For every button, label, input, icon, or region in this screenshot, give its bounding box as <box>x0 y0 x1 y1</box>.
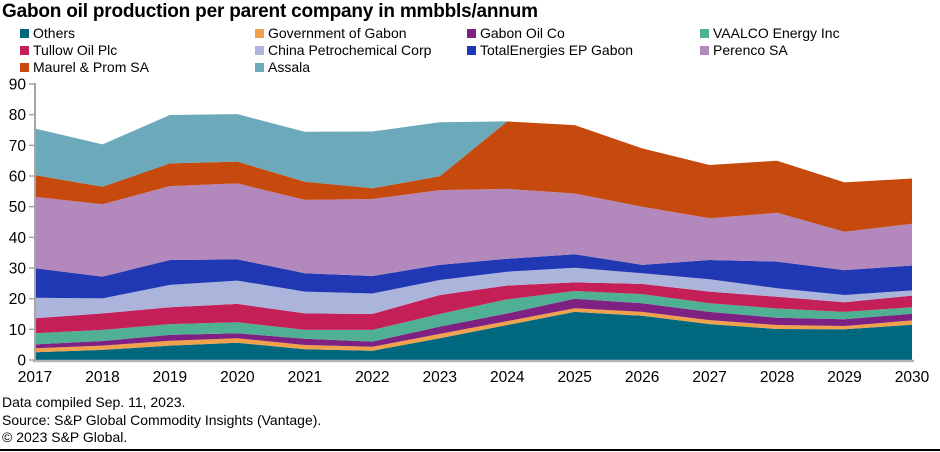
legend-swatch-vaalco-energy-inc <box>700 29 709 38</box>
legend-swatch-assala <box>255 63 264 72</box>
y-tick-label: 70 <box>9 138 27 155</box>
legend-label: TotalEnergies EP Gabon <box>480 42 634 58</box>
legend-swatch-totalenergies-ep-gabon <box>467 46 476 55</box>
area-series-others <box>35 311 912 360</box>
area-series-tullow-oil-plc <box>35 282 912 334</box>
legend-swatch-tullow-oil-plc <box>20 46 29 55</box>
area-series-china-petrochemical-corp <box>35 267 912 319</box>
chart-title: Gabon oil production per parent company … <box>2 1 538 22</box>
y-tick-label: 10 <box>9 322 27 339</box>
x-tick-label: 2020 <box>220 369 255 386</box>
legend-item-government-of-gabon: Government of Gabon <box>255 25 467 42</box>
legend-label: Gabon Oil Co <box>480 25 565 41</box>
x-tick-label: 2021 <box>288 369 322 386</box>
area-series-perenco-sa <box>35 183 912 277</box>
y-tick-label: 60 <box>9 169 27 186</box>
x-tick-label: 2025 <box>557 369 591 386</box>
area-series-assala <box>35 114 912 189</box>
legend-label: China Petrochemical Corp <box>268 42 432 58</box>
legend-item-perenco-sa: Perenco SA <box>700 42 936 59</box>
legend-label: Perenco SA <box>713 42 788 58</box>
x-tick-label: 2024 <box>490 369 525 386</box>
x-tick-label: 2026 <box>625 369 659 386</box>
x-tick-label: 2028 <box>760 369 794 386</box>
x-tick-label: 2029 <box>827 369 861 386</box>
y-tick-label: 50 <box>9 199 27 216</box>
legend-item-maurel-prom-sa: Maurel & Prom SA <box>20 59 255 76</box>
area-series-maurel-prom-sa <box>35 121 912 232</box>
legend-item-assala: Assala <box>255 59 467 76</box>
x-tick-label: 2023 <box>423 369 457 386</box>
x-tick-label: 2018 <box>85 369 119 386</box>
legend-swatch-perenco-sa <box>700 46 709 55</box>
legend-swatch-gabon-oil-co <box>467 29 476 38</box>
y-tick-label: 80 <box>9 107 27 124</box>
legend-swatch-china-petrochemical-corp <box>255 46 264 55</box>
legend-label: Assala <box>268 59 311 75</box>
footer-copyright-line: © 2023 S&P Global. <box>2 429 128 445</box>
y-tick-label: 40 <box>9 230 27 247</box>
footer-compiled-line: Data compiled Sep. 11, 2023. <box>2 394 186 410</box>
y-tick-label: 0 <box>17 353 26 370</box>
legend-label: Maurel & Prom SA <box>33 59 149 75</box>
legend-label: Government of Gabon <box>268 25 407 41</box>
x-tick-label: 2022 <box>355 369 389 386</box>
legend-swatch-government-of-gabon <box>255 29 264 38</box>
legend-label: Tullow Oil Plc <box>33 42 118 58</box>
legend-item-vaalco-energy-inc: VAALCO Energy Inc <box>700 25 936 42</box>
footer-source-line: Source: S&P Global Commodity Insights (V… <box>2 411 322 428</box>
bottom-divider-line <box>0 449 940 451</box>
legend-item-china-petrochemical-corp: China Petrochemical Corp <box>255 42 467 59</box>
legend-item-tullow-oil-plc: Tullow Oil Plc <box>20 42 255 59</box>
legend-item-others: Others <box>20 25 255 42</box>
legend-item-totalenergies-ep-gabon: TotalEnergies EP Gabon <box>467 42 700 59</box>
y-tick-label: 90 <box>9 77 27 94</box>
legend-swatch-maurel-prom-sa <box>20 63 29 72</box>
x-tick-label: 2017 <box>18 369 52 386</box>
area-series-totalenergies-ep-gabon <box>35 254 912 299</box>
x-tick-label: 2030 <box>895 369 930 386</box>
chart-legend: Others Government of Gabon Gabon Oil Co VAA… <box>20 25 936 76</box>
x-tick-label: 2019 <box>153 369 187 386</box>
area-series-vaalco-energy-inc <box>35 291 912 345</box>
area-series-gabon-oil-co <box>35 298 912 349</box>
chart-footer: Data compiled Sep. 11, 2023. Source: S&P… <box>2 394 321 447</box>
y-tick-label: 30 <box>9 261 27 278</box>
legend-label: Others <box>33 25 76 41</box>
legend-item-gabon-oil-co: Gabon Oil Co <box>467 25 700 42</box>
y-tick-label: 20 <box>9 291 27 308</box>
x-tick-label: 2027 <box>692 369 726 386</box>
area-series-government-of-gabon <box>35 308 912 353</box>
legend-swatch-others <box>20 29 29 38</box>
legend-label: VAALCO Energy Inc <box>713 25 840 41</box>
